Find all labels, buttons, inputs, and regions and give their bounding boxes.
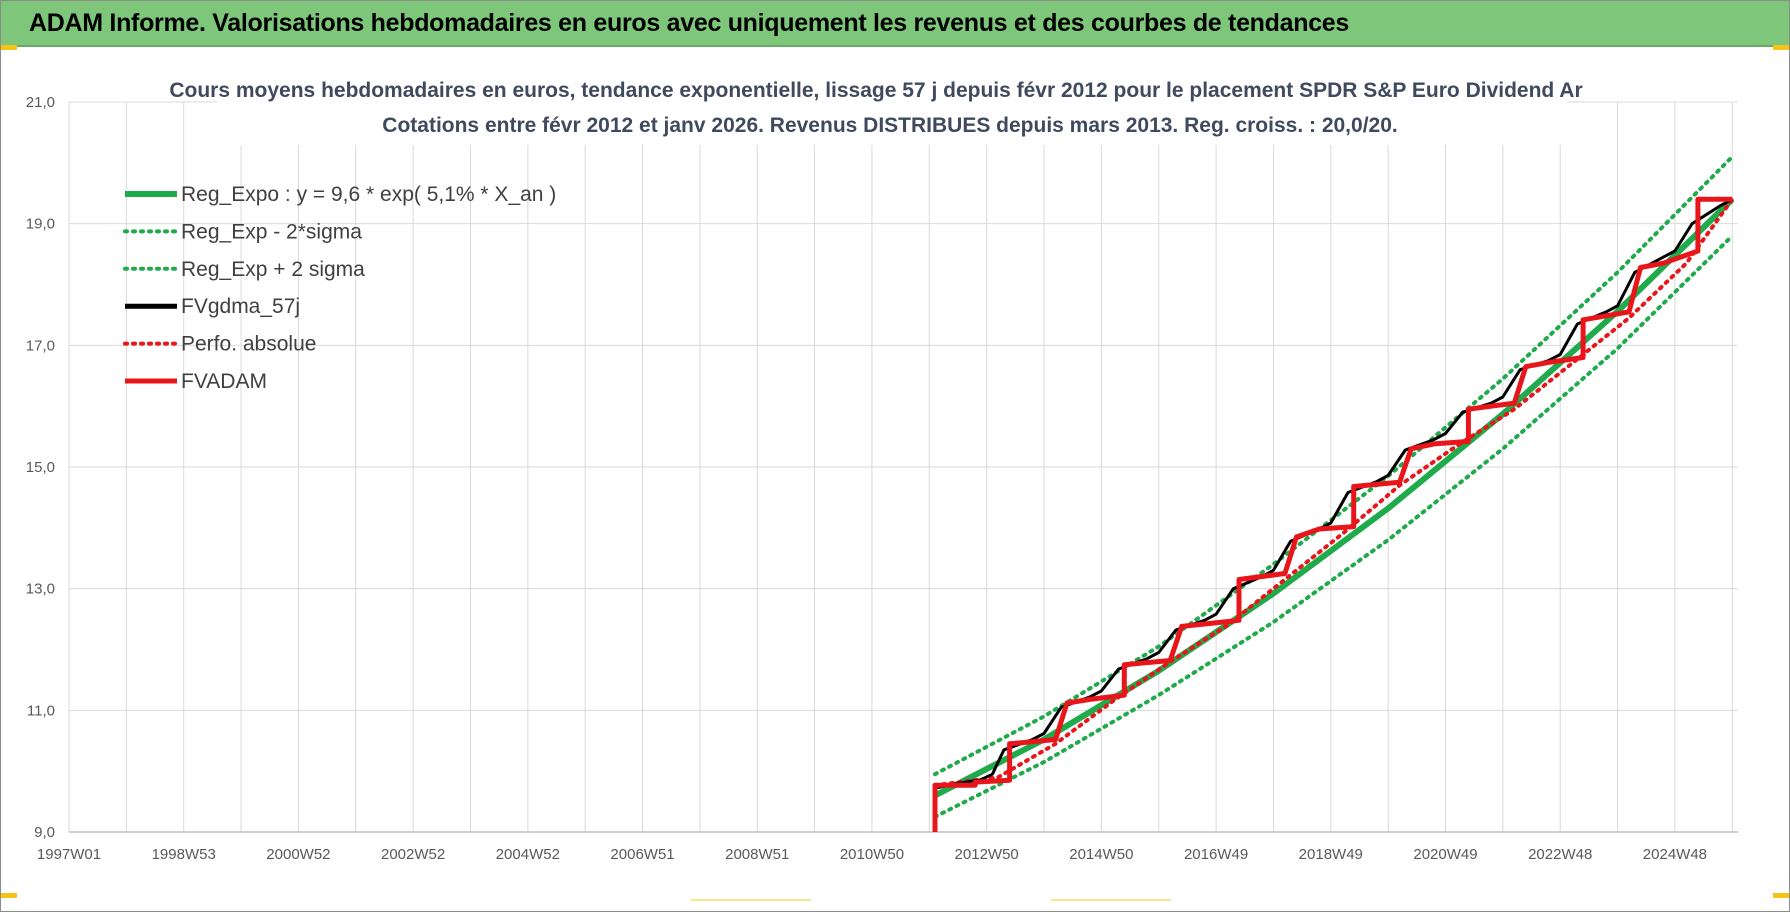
series-line-2 bbox=[933, 154, 1735, 777]
x-tick-label: 2004W52 bbox=[496, 846, 560, 863]
x-tick-label: 2012W50 bbox=[955, 846, 1019, 863]
x-tick-label: 2010W50 bbox=[840, 846, 904, 863]
y-tick-label: 13,0 bbox=[26, 581, 55, 598]
x-tick-label: 2000W52 bbox=[266, 846, 330, 863]
title-background bbox=[217, 71, 1567, 145]
x-tick-label: 1997W01 bbox=[37, 846, 101, 863]
series-line-4 bbox=[933, 197, 1735, 788]
x-tick-label: 2008W51 bbox=[725, 846, 789, 863]
y-tick-label: 11,0 bbox=[27, 702, 55, 719]
legend-label: FVADAM bbox=[181, 370, 267, 393]
legend-label: Reg_Exp + 2 sigma bbox=[181, 258, 365, 281]
series-line-0 bbox=[933, 197, 1735, 799]
corner-mark-top-left bbox=[1, 45, 17, 50]
series-line-5 bbox=[932, 196, 1733, 832]
legend-label: Reg_Exp - 2*sigma bbox=[181, 220, 362, 243]
x-tick-label: 2024W48 bbox=[1643, 846, 1707, 863]
chart-title-line-1: Cours moyens hebdomadaires en euros, ten… bbox=[169, 79, 1582, 102]
x-tick-label: 2006W51 bbox=[610, 846, 674, 863]
legend-label: FVgdma_57j bbox=[181, 295, 300, 318]
y-tick-label: 9,0 bbox=[34, 824, 55, 841]
y-tick-label: 15,0 bbox=[26, 459, 55, 476]
report-title: ADAM Informe. Valorisations hebdomadaire… bbox=[29, 9, 1350, 37]
x-tick-label: 2002W52 bbox=[381, 846, 445, 863]
legend-label: Reg_Expo : y = 9,6 * exp( 5,1% * X_an ) bbox=[181, 183, 556, 206]
grid-lines bbox=[68, 101, 1738, 833]
y-tick-label: 19,0 bbox=[26, 216, 55, 233]
y-tick-label: 21,0 bbox=[26, 94, 55, 111]
x-axis-ticks: 1997W01 1998W53 2000W52 2002W52 2004W52 2006W… bbox=[37, 846, 1707, 863]
x-tick-label: 2016W49 bbox=[1184, 846, 1248, 863]
footer-mark-left bbox=[691, 899, 811, 901]
y-axis-ticks: 9,0 11,0 13,0 15,0 17,0 19,0 21,0 bbox=[26, 94, 55, 841]
corner-mark-bottom-right bbox=[1773, 893, 1789, 898]
chart-title-line-2: Cotations entre févr 2012 et janv 2026. … bbox=[382, 114, 1397, 137]
series-line-1 bbox=[933, 233, 1735, 819]
series-line-3 bbox=[934, 197, 1734, 790]
x-tick-label: 1998W53 bbox=[152, 846, 216, 863]
y-tick-label: 17,0 bbox=[26, 337, 55, 354]
x-tick-label: 2014W50 bbox=[1069, 846, 1133, 863]
chart-title: Cours moyens hebdomadaires en euros, ten… bbox=[169, 71, 1583, 145]
report-header: ADAM Informe. Valorisations hebdomadaire… bbox=[1, 1, 1789, 47]
corner-mark-bottom-left bbox=[1, 893, 17, 898]
x-tick-label: 2020W49 bbox=[1413, 846, 1477, 863]
series-lines bbox=[932, 154, 1735, 832]
corner-mark-top-right bbox=[1773, 45, 1789, 50]
legend: Reg_Expo : y = 9,6 * exp( 5,1% * X_an ) R… bbox=[123, 183, 556, 393]
x-tick-label: 2018W49 bbox=[1299, 846, 1363, 863]
x-tick-label: 2022W48 bbox=[1528, 846, 1592, 863]
footer-mark-right bbox=[1051, 899, 1171, 901]
legend-label: Perfo. absolue bbox=[181, 333, 316, 356]
